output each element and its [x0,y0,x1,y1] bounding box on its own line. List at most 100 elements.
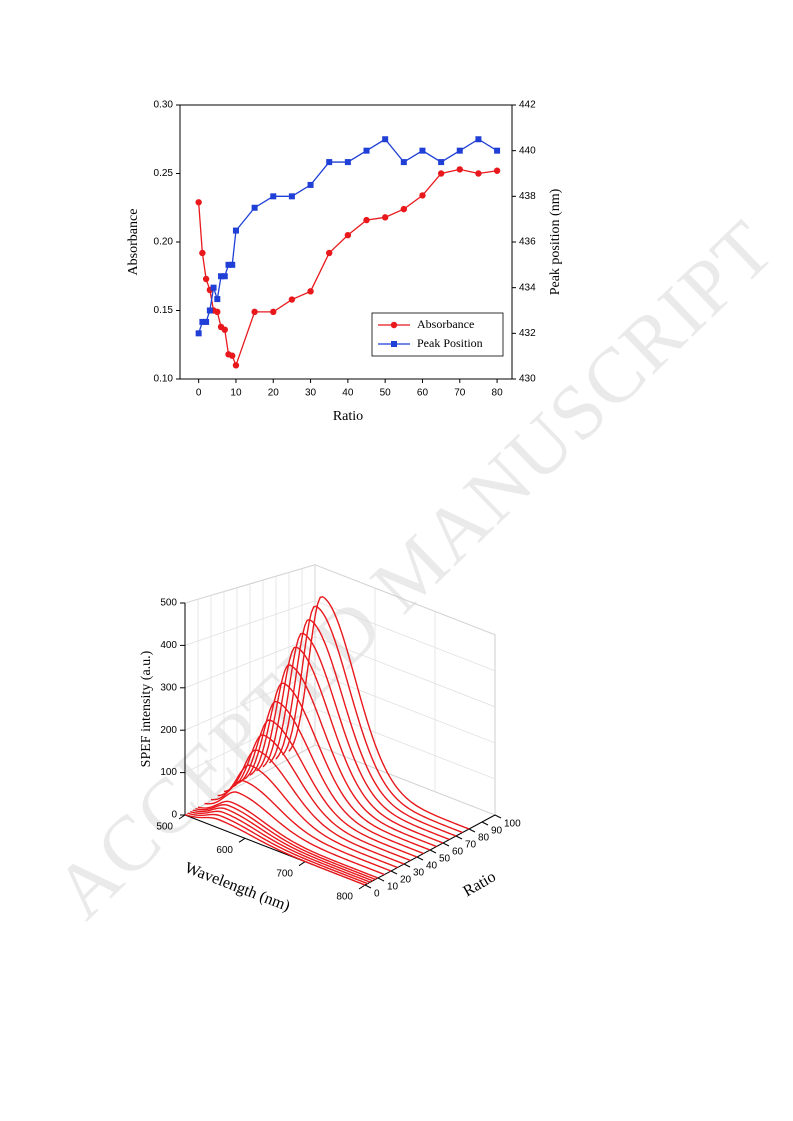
spectrum-curve [249,682,431,851]
spectrum-curve [204,791,385,876]
y2-axis-title: Peak position (nm) [548,188,563,295]
y2-tick-label: 440 [519,145,536,156]
y-tick-label: 0.15 [154,305,174,316]
spectrum-curve [256,664,437,848]
y2-tick-label: 430 [519,374,536,385]
y-tick-label: 30 [413,868,425,879]
point [419,192,426,199]
x-tick-label: 70 [454,388,466,399]
spectrum-curve [187,812,368,885]
z-tick-label: 200 [160,725,177,736]
x-tick-label: 800 [336,892,353,903]
grid-line [314,672,496,744]
z-axis-title: SPEF intensity (a.u.) [139,650,154,767]
x-tick-label: 500 [156,822,173,833]
x-axis-title: Ratio [333,409,363,424]
point [229,352,236,359]
x-tick-label: 60 [417,388,429,399]
x-tick-label: 10 [230,388,242,399]
spectrum-curve [281,605,463,834]
point [307,288,314,295]
y-tick-label: 90 [491,826,503,837]
point [288,193,295,200]
y-tick-label: 40 [426,861,438,872]
point [218,273,225,280]
y-tick-label: 70 [465,840,477,851]
point [229,261,236,268]
y-tick [403,863,411,868]
grid-line [314,708,496,780]
point [214,296,221,303]
spectrum-curve [262,646,444,844]
grid-line [314,744,496,816]
spectrum-curve [217,764,398,869]
y-tick-label: 0.25 [154,168,174,179]
z-tick-label: 500 [160,598,177,609]
axis-line [364,814,496,886]
point [493,167,501,174]
y2-tick-label: 434 [519,282,536,293]
z-tick-label: 100 [160,767,177,778]
x-tick-label: 40 [342,388,354,399]
y-tick [442,842,450,847]
point [419,147,426,154]
point [288,296,296,303]
point [232,362,240,369]
spectrum-curve [243,700,424,855]
point [270,193,277,200]
y-tick [416,856,424,861]
point [475,136,482,143]
point [225,261,232,268]
grid-line [314,564,496,636]
spectrum-curve [184,813,366,886]
legend-marker [391,341,397,347]
x-tick [178,814,186,820]
point [326,249,333,257]
y-tick-label: 0.10 [154,374,174,385]
z-tick-label: 300 [160,682,177,693]
x-tick [358,884,366,890]
spectrum-curve [236,719,418,858]
point [221,273,228,280]
point [307,181,314,188]
y2-tick-label: 438 [519,191,536,202]
legend-label: Peak Position [417,336,483,350]
y-tick-label: 0.30 [154,100,174,111]
point [195,199,202,206]
y-tick-label: 10 [387,882,399,893]
y-axis-title: Absorbance [126,209,141,276]
point [456,147,463,154]
point [210,284,217,291]
point [221,326,228,333]
spectrum-curve [268,632,450,841]
point [203,318,210,325]
x-tick-label: 700 [276,868,293,879]
z-tick-label: 400 [160,640,177,651]
x-tick-label: 50 [380,388,392,399]
y-tick-label: 60 [452,847,464,858]
legend-box [371,312,504,357]
y-tick [364,884,372,889]
y-tick [429,849,437,854]
y-tick-label: 100 [504,819,521,830]
spectrum-curve [210,779,392,872]
y-tick [494,814,502,819]
point [206,307,213,314]
spectrum-curve [223,749,405,865]
x-tick-label: 600 [216,845,233,856]
point [199,249,206,257]
spectrum-curve [275,618,457,837]
point [199,318,206,325]
point [344,231,352,239]
point [456,166,463,173]
y-tick [377,877,385,882]
point [494,147,501,154]
grid-line [314,600,496,672]
spectrum-curve [197,800,379,879]
spectrum-curve [195,803,376,881]
x-tick-label: 30 [305,388,317,399]
legend-label: Absorbance [417,317,474,331]
grid-line [314,636,496,708]
